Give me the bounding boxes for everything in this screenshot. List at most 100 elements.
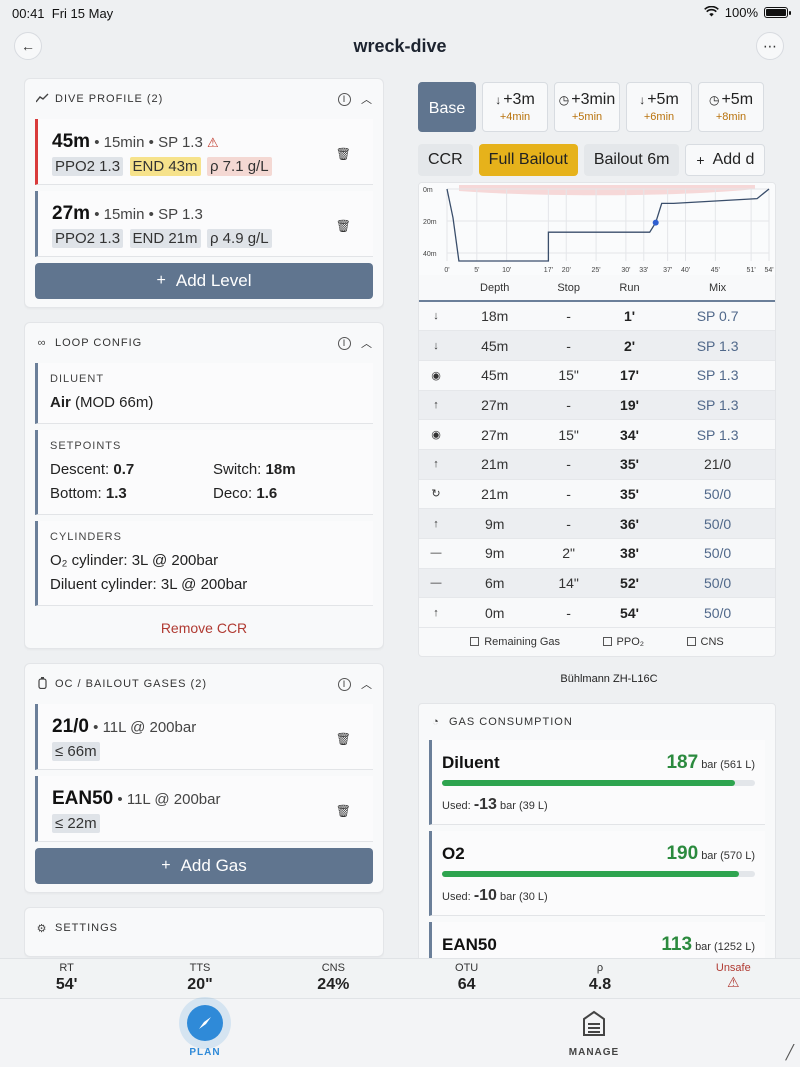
add-gas-button[interactable]: + Add Gas xyxy=(35,848,373,884)
legend-remaining-gas[interactable]: Remaining Gas xyxy=(470,636,560,648)
summary-density: ρ 4.8 xyxy=(588,962,612,993)
row-depth: 21m xyxy=(453,479,537,510)
used-unit: bar (30 L) xyxy=(500,891,548,904)
x-tick-label: 17' xyxy=(544,267,553,274)
dive-profile-title: DIVE PROFILE (2) xyxy=(55,93,164,105)
tab-plan[interactable]: PLAN xyxy=(160,1005,250,1058)
mod-chip: ≤ 66m xyxy=(52,742,100,761)
chevron-up-icon[interactable]: ︿ xyxy=(361,94,373,106)
diluent-cylinder-value: 3L @ 200bar xyxy=(160,576,248,593)
dive-level[interactable]: 45m • 15min • SP 1.3 ⚠ PPO2 1.3 END 43m … xyxy=(35,119,373,185)
more-options-button[interactable]: ⋯ xyxy=(756,32,784,60)
descent-label: Descent: xyxy=(50,461,110,478)
add-level-button[interactable]: + Add Level xyxy=(35,263,373,299)
gas-details: • 11L @ 200bar xyxy=(117,791,221,808)
bottom-value: 1.3 xyxy=(105,485,127,502)
row-run: 35' xyxy=(600,479,659,510)
row-stop: - xyxy=(536,597,601,629)
scenario-base-tile[interactable]: Base xyxy=(418,82,476,132)
x-tick-label: 10' xyxy=(502,267,511,274)
switch-value: 18m xyxy=(265,461,296,478)
right-column[interactable]: Base ↓ +3m +4min ◷ +3min +5min ↓ +5m +6min … xyxy=(418,82,800,958)
trash-icon[interactable]: 🗑 xyxy=(335,804,351,818)
scenario-tile[interactable]: ◷ +5m +8min xyxy=(698,82,764,132)
remove-ccr-button[interactable]: Remove CCR xyxy=(160,620,248,636)
bailout-gases-header[interactable]: OC / BAILOUT GASES (2) i ︿ xyxy=(35,664,373,704)
row-run: 52' xyxy=(600,568,659,599)
bailout-gases-card: OC / BAILOUT GASES (2) i ︿ 21/0 • 11L @ … xyxy=(24,663,384,893)
deco-stop-icon: — xyxy=(419,538,453,569)
mode-ccr-pill[interactable]: CCR xyxy=(418,144,473,176)
mode-bailout-6m-pill[interactable]: Bailout 6m xyxy=(583,144,680,176)
left-column[interactable]: DIVE PROFILE (2) i ︿ 45m • 15min • SP 1.… xyxy=(24,78,384,958)
info-icon[interactable]: i xyxy=(338,336,351,350)
back-button[interactable]: ← xyxy=(14,32,42,60)
end-chip: END 43m xyxy=(129,157,201,176)
legend-ppo2[interactable]: PPO₂ xyxy=(602,636,644,648)
gas-item[interactable]: EAN50 • 11L @ 200bar ≤ 22m 🗑 xyxy=(35,776,373,842)
used-label: Used: xyxy=(442,800,471,813)
table-row: ◉ 45m 15" 17' SP 1.3 xyxy=(419,360,775,391)
scenario-delta: +5min xyxy=(571,111,603,123)
x-tick-label: 40' xyxy=(681,267,690,274)
scenario-delta: +8min xyxy=(715,111,747,123)
trash-icon[interactable]: 🗑 xyxy=(335,219,351,233)
row-depth: 21m xyxy=(453,449,537,480)
gas-name: O2 xyxy=(442,844,465,864)
level-details: • 15min • SP 1.3 xyxy=(94,206,203,223)
info-icon[interactable]: i xyxy=(338,677,351,691)
dive-level[interactable]: 27m • 15min • SP 1.3 PPO2 1.3 END 21m ρ … xyxy=(35,191,373,257)
deco-value: 1.6 xyxy=(256,485,278,502)
descent-value: 0.7 xyxy=(113,461,135,478)
gas-details: • 11L @ 200bar xyxy=(93,719,197,736)
row-stop: 14" xyxy=(536,568,601,599)
row-run: 35' xyxy=(600,449,659,480)
y-tick-label: 40m xyxy=(423,251,437,258)
cylinders-section[interactable]: CYLINDERS O₂ cylinder: 3L @ 200bar Dilue… xyxy=(35,521,373,606)
stop-icon: ◉ xyxy=(419,419,453,450)
gas-remaining: 187 xyxy=(666,752,699,774)
loop-config-header[interactable]: ∞ LOOP CONFIG i ︿ xyxy=(35,323,373,363)
summary-unsafe[interactable]: Unsafe ⚠ xyxy=(667,959,800,998)
setpoints-section[interactable]: SETPOINTS Descent: 0.7 Switch: 18m Botto… xyxy=(35,430,373,515)
chevron-up-icon[interactable]: ︿ xyxy=(361,338,373,350)
tab-manage[interactable]: MANAGE xyxy=(549,1005,639,1058)
depth-column-header: Depth xyxy=(453,275,537,302)
chevron-up-icon[interactable]: ︿ xyxy=(361,679,373,691)
scenario-tile[interactable]: ◷ +3min +5min xyxy=(554,82,620,132)
table-row: ↑ 27m -19' SP 1.3 xyxy=(419,390,775,421)
checkbox-icon xyxy=(470,637,480,647)
header: ← wreck-dive ⋯ xyxy=(0,26,800,66)
trash-icon[interactable]: 🗑 xyxy=(335,732,351,746)
resize-grip-icon[interactable]: ╱ xyxy=(785,1044,794,1060)
row-mix: 50/0 xyxy=(658,568,775,599)
scenario-tile[interactable]: ↓ +5m +6min xyxy=(626,82,692,132)
info-icon[interactable]: i xyxy=(338,92,351,106)
add-mode-pill[interactable]: + Add d xyxy=(685,144,766,176)
diluent-section[interactable]: DILUENT Air (MOD 66m) xyxy=(35,363,373,424)
mode-pills: CCR Full Bailout Bailout 6m + Add d xyxy=(418,144,800,176)
scenario-tile[interactable]: ↓ +3m +4min xyxy=(482,82,548,132)
chart-line-icon xyxy=(34,93,49,106)
mode-full-bailout-pill[interactable]: Full Bailout xyxy=(478,144,578,176)
switch-label: Switch: xyxy=(213,461,262,478)
tab-bar: PLAN MANAGE ╱ xyxy=(0,998,800,1067)
row-depth: 18m xyxy=(453,301,537,332)
clock-icon: ◷ xyxy=(708,93,720,107)
trash-icon[interactable]: 🗑 xyxy=(335,147,351,161)
row-mix: SP 1.3 xyxy=(658,360,775,391)
profile-highlight-point xyxy=(652,219,659,226)
diluent-mod: (MOD 66m) xyxy=(75,394,154,411)
legend-cns[interactable]: CNS xyxy=(686,636,724,648)
settings-header[interactable]: ⚙ SETTINGS xyxy=(35,908,373,948)
row-run: 38' xyxy=(600,538,659,569)
dive-profile-header[interactable]: DIVE PROFILE (2) i ︿ xyxy=(34,79,373,119)
loop-config-title: LOOP CONFIG xyxy=(55,337,143,349)
gas-item[interactable]: 21/0 • 11L @ 200bar ≤ 66m 🗑 xyxy=(35,704,373,770)
scenario-delta: +6min xyxy=(643,111,675,123)
table-row: ↑ 21m -35' 21/0 xyxy=(419,449,775,480)
row-run: 1' xyxy=(600,301,659,332)
row-depth: 27m xyxy=(453,419,537,450)
diluent-cylinder-label: Diluent cylinder: xyxy=(50,576,157,593)
tab-manage-label: MANAGE xyxy=(568,1047,620,1058)
